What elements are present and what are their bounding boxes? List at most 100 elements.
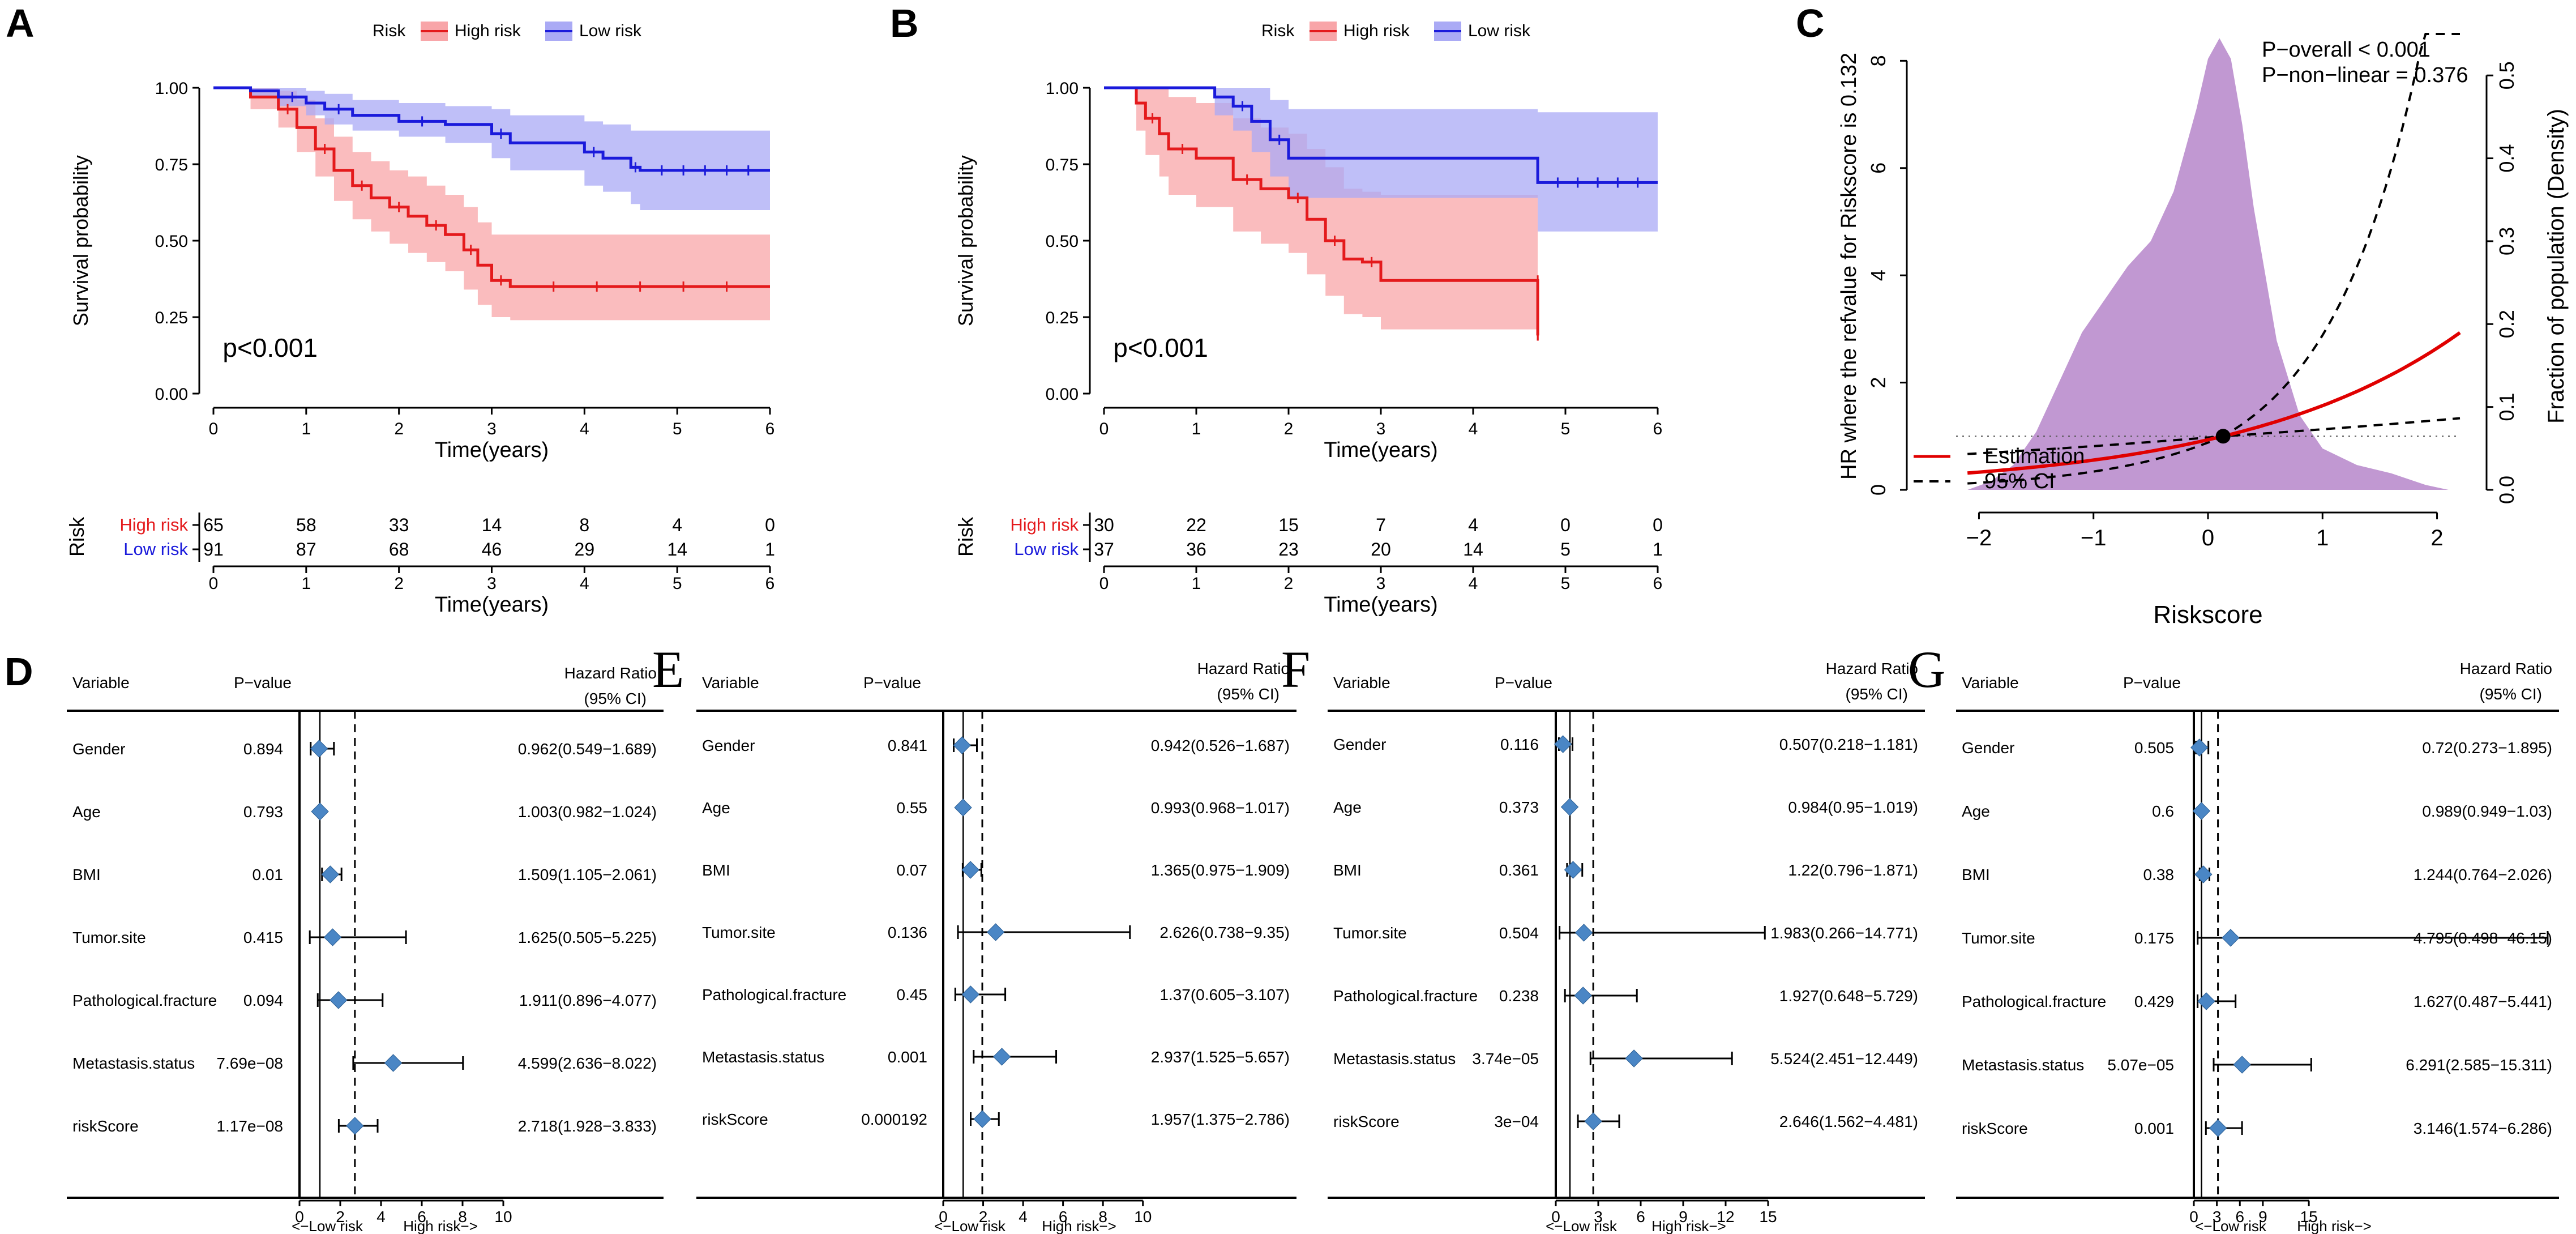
row-variable: Gender bbox=[72, 740, 125, 758]
risk-table-group-high-risk: High risk bbox=[119, 515, 188, 535]
row-variable: Gender bbox=[1962, 739, 2014, 757]
row-variable: riskScore bbox=[72, 1117, 139, 1135]
y-axis-label: Survival probability bbox=[69, 155, 92, 326]
x-tick-label: 4 bbox=[1469, 420, 1478, 438]
hr-point bbox=[1560, 798, 1579, 816]
p-value-label: p<0.001 bbox=[1113, 333, 1208, 362]
x-tick-label: 2 bbox=[336, 1208, 345, 1226]
x-tick-label: 6 bbox=[1653, 420, 1663, 438]
x-tick-label: 15 bbox=[2300, 1208, 2318, 1226]
hr-point bbox=[2190, 738, 2209, 757]
ci-band-high-risk bbox=[1104, 88, 1538, 382]
risk-table-title: Risk bbox=[65, 516, 88, 557]
header-pvalue: P−value bbox=[863, 674, 921, 691]
y-tick-label: 1.00 bbox=[155, 79, 188, 98]
row-variable: Gender bbox=[702, 737, 755, 754]
header-pvalue: P−value bbox=[234, 674, 292, 691]
y-tick-label: 0.25 bbox=[1046, 309, 1079, 327]
risk-table-count: 29 bbox=[575, 539, 595, 560]
row-variable: Metastasis.status bbox=[702, 1048, 824, 1066]
hr-point bbox=[954, 799, 972, 817]
legend-label-low-risk: Low risk bbox=[1468, 22, 1531, 40]
row-variable: Tumor.site bbox=[1962, 929, 2035, 947]
row-variable: Pathological.fracture bbox=[1333, 987, 1478, 1005]
risk-table-count: 4 bbox=[1468, 515, 1478, 535]
x-tick-label: 3 bbox=[2213, 1208, 2222, 1226]
header-variable: Variable bbox=[702, 674, 759, 691]
x-tick-label: 9 bbox=[2258, 1208, 2267, 1226]
x-tick-label: −2 bbox=[1966, 526, 1992, 550]
row-hazard-ratio: 0.72(0.273−1.895) bbox=[2422, 739, 2552, 757]
hr-point bbox=[1554, 735, 1572, 753]
row-pvalue: 0.116 bbox=[1500, 736, 1539, 753]
panel-label-g: G bbox=[1908, 641, 1945, 698]
row-pvalue: 0.841 bbox=[888, 737, 927, 754]
hr-point bbox=[2197, 992, 2215, 1010]
row-pvalue: 0.505 bbox=[2134, 739, 2174, 757]
row-variable: Pathological.fracture bbox=[72, 992, 217, 1009]
risk-table-x-tick-label: 1 bbox=[1192, 574, 1201, 593]
y2-tick-label: 0.3 bbox=[2495, 227, 2518, 255]
row-variable: BMI bbox=[72, 866, 101, 883]
hr-point bbox=[321, 865, 340, 883]
header-ci: (95% CI) bbox=[1217, 685, 1280, 703]
reference-point bbox=[2215, 429, 2231, 444]
x-tick-label: 0 bbox=[1551, 1208, 1560, 1226]
panel-label-c: C bbox=[1796, 1, 1825, 45]
hr-point bbox=[384, 1054, 403, 1072]
row-variable: Age bbox=[72, 803, 101, 821]
risk-table-count: 8 bbox=[579, 515, 589, 535]
legend-label-high-risk: High risk bbox=[1343, 22, 1410, 40]
risk-table-x-tick-label: 2 bbox=[1284, 574, 1294, 593]
row-pvalue: 0.45 bbox=[897, 986, 928, 1004]
risk-table-x-tick-label: 0 bbox=[1099, 574, 1109, 593]
risk-table-x-tick-label: 5 bbox=[1561, 574, 1571, 593]
row-hazard-ratio: 2.646(1.562−4.481) bbox=[1779, 1113, 1918, 1130]
x-tick-label: 2 bbox=[1284, 420, 1294, 438]
x-tick-label: 6 bbox=[765, 420, 775, 438]
row-pvalue: 0.415 bbox=[243, 929, 283, 946]
x-tick-label: 5 bbox=[673, 420, 682, 438]
row-pvalue: 0.136 bbox=[888, 924, 927, 941]
y-tick-label: 0.00 bbox=[1046, 385, 1079, 404]
row-pvalue: 0.55 bbox=[897, 799, 928, 817]
risk-table-x-tick-label: 1 bbox=[301, 574, 311, 593]
x-tick-label: 8 bbox=[458, 1208, 467, 1226]
y-tick-label: 0.75 bbox=[155, 156, 188, 174]
row-hazard-ratio: 0.984(0.95−1.019) bbox=[1788, 799, 1918, 816]
row-pvalue: 0.6 bbox=[2152, 802, 2174, 820]
risk-table-title: Risk bbox=[954, 516, 977, 557]
hr-point bbox=[2233, 1056, 2251, 1074]
row-pvalue: 1.17e−08 bbox=[216, 1117, 283, 1135]
row-pvalue: 0.894 bbox=[243, 740, 283, 758]
risk-table-count: 36 bbox=[1186, 539, 1206, 560]
y-tick-label: 8 bbox=[1867, 55, 1890, 66]
row-variable: Metastasis.status bbox=[1333, 1050, 1456, 1068]
row-variable: Tumor.site bbox=[702, 924, 776, 941]
low-risk-axis-label: <−Low risk bbox=[2195, 1218, 2267, 1234]
x-tick-label: 15 bbox=[1759, 1208, 1777, 1226]
risk-table-x-axis-label: Time(years) bbox=[435, 593, 549, 617]
row-variable: Age bbox=[1962, 802, 1990, 820]
y-tick-label: 0.25 bbox=[155, 309, 188, 327]
row-pvalue: 0.01 bbox=[253, 866, 284, 883]
header-hazard-ratio: Hazard Ratio bbox=[1197, 660, 1290, 677]
row-hazard-ratio: 4.599(2.636−8.022) bbox=[518, 1054, 657, 1072]
p-nonlinear-label: P−non−linear = 0.376 bbox=[2262, 63, 2468, 87]
row-hazard-ratio: 1.983(0.266−14.771) bbox=[1770, 924, 1918, 942]
low-risk-axis-label: <−Low risk bbox=[934, 1218, 1006, 1234]
row-pvalue: 0.001 bbox=[2134, 1120, 2174, 1137]
ci-band-low-risk bbox=[1104, 88, 1658, 232]
hr-point bbox=[1625, 1049, 1643, 1068]
y2-tick-label: 0.2 bbox=[2495, 310, 2518, 338]
y2-tick-label: 0.0 bbox=[2495, 476, 2518, 504]
y-tick-label: 0 bbox=[1867, 484, 1890, 496]
row-variable: Tumor.site bbox=[72, 929, 146, 946]
x-tick-label: 2 bbox=[979, 1208, 988, 1226]
header-ci: (95% CI) bbox=[584, 690, 647, 707]
y2-axis-label: Fraction of population (Density) bbox=[2544, 109, 2569, 424]
y2-tick-label: 0.1 bbox=[2495, 393, 2518, 421]
hr-point bbox=[310, 740, 328, 758]
estimation-curve bbox=[1967, 331, 2461, 475]
x-tick-label: 4 bbox=[580, 420, 589, 438]
